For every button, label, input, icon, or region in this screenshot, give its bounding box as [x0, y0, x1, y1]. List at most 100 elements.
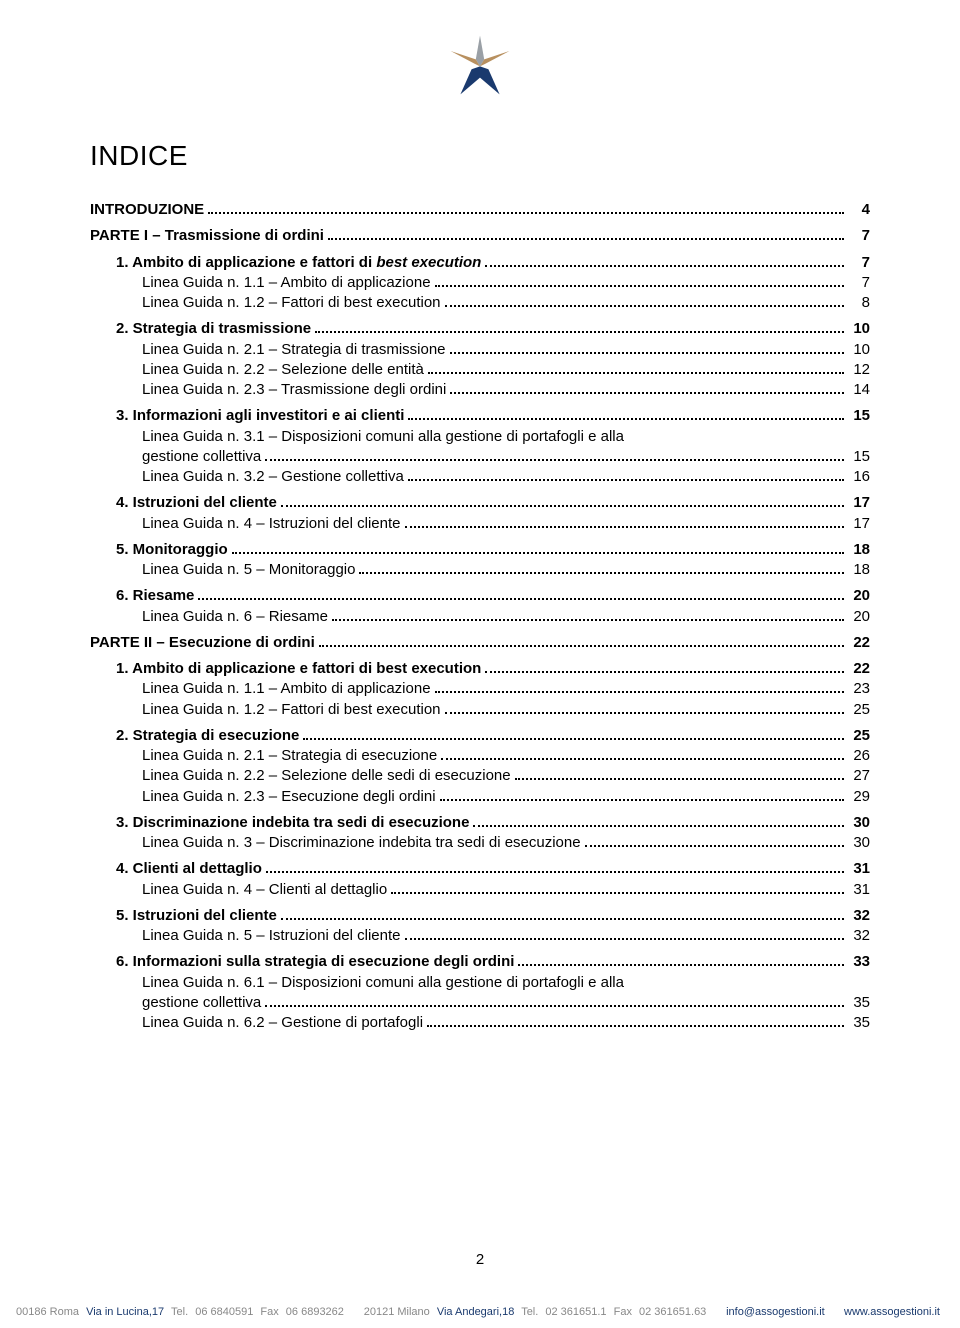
footer-left: 00186 Roma Via in Lucina,17 Tel. 06 6840… [16, 1306, 348, 1318]
toc-label: Linea Guida n. 2.1 – Strategia di esecuz… [142, 746, 437, 766]
toc-page: 4 [848, 200, 870, 220]
toc-leader-dots [198, 598, 844, 600]
footer-tel-label: Tel. [171, 1306, 188, 1318]
toc-entry: 6. Informazioni sulla strategia di esecu… [90, 952, 870, 972]
page: INDICE INTRODUZIONE4PARTE I – Trasmissio… [0, 0, 960, 1328]
toc-page: 8 [848, 293, 870, 313]
toc-leader-dots [585, 845, 844, 847]
star-logo-icon [445, 30, 515, 100]
toc-label: PARTE II – Esecuzione di ordini [90, 633, 315, 653]
toc-entry: Linea Guida n. 2.1 – Strategia di trasmi… [90, 340, 870, 360]
toc-page: 35 [848, 993, 870, 1013]
footer-tel-label: Tel. [521, 1306, 538, 1318]
toc-leader-dots [332, 619, 844, 621]
toc-page: 22 [848, 633, 870, 653]
toc-label: Linea Guida n. 3.2 – Gestione collettiva [142, 467, 404, 487]
footer-tel: 06 6840591 [195, 1306, 253, 1318]
toc-page: 25 [848, 726, 870, 746]
toc-label: 1. Ambito di applicazione e fattori di b… [116, 253, 481, 273]
toc-page: 16 [848, 467, 870, 487]
toc-leader-dots [450, 392, 844, 394]
toc-leader-dots [265, 1005, 844, 1007]
toc-leader-dots [515, 778, 844, 780]
toc-page: 20 [848, 586, 870, 606]
toc-page: 32 [848, 926, 870, 946]
toc-entry: Linea Guida n. 5 – Monitoraggio18 [90, 560, 870, 580]
toc-label: 3. Discriminazione indebita tra sedi di … [116, 813, 469, 833]
toc-entry: Linea Guida n. 3.1 – Disposizioni comuni… [90, 427, 870, 468]
toc-leader-dots [408, 418, 844, 420]
toc-page: 15 [848, 447, 870, 467]
toc-label: 4. Istruzioni del cliente [116, 493, 277, 513]
footer-mid: 20121 Milano Via Andegari,18 Tel. 02 361… [364, 1306, 711, 1318]
toc-label: Linea Guida n. 6.2 – Gestione di portafo… [142, 1013, 423, 1033]
toc-leader-dots [441, 758, 844, 760]
toc-entry: Linea Guida n. 6.1 – Disposizioni comuni… [90, 973, 870, 1014]
footer-fax-label: Fax [260, 1306, 278, 1318]
toc-leader-dots [445, 712, 844, 714]
toc-label: Linea Guida n. 4 – Clienti al dettaglio [142, 880, 387, 900]
toc-leader-dots [359, 572, 844, 574]
toc-page: 7 [848, 273, 870, 293]
footer-city: 20121 Milano [364, 1306, 430, 1318]
toc-leader-dots [435, 691, 844, 693]
toc-entry: 3. Discriminazione indebita tra sedi di … [90, 813, 870, 833]
toc-page: 18 [848, 540, 870, 560]
toc-entry: 6. Riesame20 [90, 586, 870, 606]
toc-leader-dots [450, 352, 844, 354]
toc-page: 30 [848, 833, 870, 853]
toc-entry: Linea Guida n. 3.2 – Gestione collettiva… [90, 467, 870, 487]
footer-email: info@assogestioni.it [726, 1306, 825, 1318]
footer-site: www.assogestioni.it [844, 1306, 940, 1318]
footer-addr: Via Andegari,18 [437, 1306, 514, 1318]
toc-leader-dots [208, 212, 844, 214]
toc-entry: Linea Guida n. 4 – Clienti al dettaglio3… [90, 880, 870, 900]
footer-addr: Via in Lucina,17 [86, 1306, 164, 1318]
toc-entry: 5. Istruzioni del cliente32 [90, 906, 870, 926]
toc-leader-dots [485, 671, 844, 673]
toc-leader-dots [485, 265, 844, 267]
toc-label: 4. Clienti al dettaglio [116, 859, 262, 879]
toc-entry: Linea Guida n. 1.2 – Fattori di best exe… [90, 700, 870, 720]
toc-label: 5. Istruzioni del cliente [116, 906, 277, 926]
toc-leader-dots [428, 372, 844, 374]
toc-entry: Linea Guida n. 2.2 – Selezione delle ent… [90, 360, 870, 380]
toc-page: 10 [848, 319, 870, 339]
toc-entry: 4. Clienti al dettaglio 31 [90, 859, 870, 879]
toc-label: Linea Guida n. 2.1 – Strategia di trasmi… [142, 340, 446, 360]
logo [90, 30, 870, 100]
toc-entry: 1. Ambito di applicazione e fattori di b… [90, 253, 870, 273]
toc-entry: 3. Informazioni agli investitori e ai cl… [90, 406, 870, 426]
toc-label: 5. Monitoraggio [116, 540, 228, 560]
toc-entry: 4. Istruzioni del cliente 17 [90, 493, 870, 513]
toc-page: 20 [848, 607, 870, 627]
toc-leader-dots [408, 479, 844, 481]
toc-page: 23 [848, 679, 870, 699]
toc-label: Linea Guida n. 2.2 – Selezione delle sed… [142, 766, 511, 786]
toc-label: Linea Guida n. 4 – Istruzioni del client… [142, 514, 401, 534]
footer-city: 00186 Roma [16, 1306, 79, 1318]
toc-container: INTRODUZIONE4PARTE I – Trasmissione di o… [90, 200, 870, 1033]
toc-page: 7 [848, 253, 870, 273]
toc-page: 31 [848, 859, 870, 879]
toc-page: 25 [848, 700, 870, 720]
toc-page: 26 [848, 746, 870, 766]
toc-leader-dots [315, 331, 844, 333]
toc-leader-dots [281, 918, 844, 920]
toc-leader-dots [518, 964, 844, 966]
toc-label: 2. Strategia di esecuzione [116, 726, 299, 746]
toc-leader-dots [445, 305, 844, 307]
toc-page: 18 [848, 560, 870, 580]
toc-entry: Linea Guida n. 2.3 – Trasmissione degli … [90, 380, 870, 400]
toc-label-line1: Linea Guida n. 6.1 – Disposizioni comuni… [142, 973, 870, 993]
toc-label: gestione collettiva [142, 447, 261, 467]
toc-entry: Linea Guida n. 6 – Riesame20 [90, 607, 870, 627]
toc-label: Linea Guida n. 2.3 – Trasmissione degli … [142, 380, 446, 400]
toc-leader-dots [232, 552, 844, 554]
toc-page: 17 [848, 493, 870, 513]
toc-page: 12 [848, 360, 870, 380]
toc-leader-dots [405, 938, 845, 940]
toc-entry: Linea Guida n. 5 – Istruzioni del client… [90, 926, 870, 946]
toc-entry: 2. Strategia di esecuzione 25 [90, 726, 870, 746]
toc-page: 30 [848, 813, 870, 833]
